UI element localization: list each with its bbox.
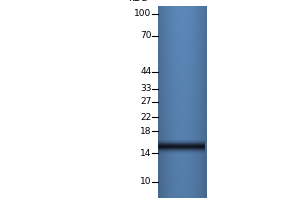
Bar (158, 87, 206, 91)
Text: kDa: kDa (128, 0, 147, 3)
Text: 22: 22 (140, 112, 152, 121)
Text: 14: 14 (140, 148, 152, 158)
Text: 27: 27 (140, 98, 152, 106)
Text: 100: 100 (134, 9, 152, 19)
Text: 44: 44 (140, 68, 152, 76)
Text: 70: 70 (140, 31, 152, 40)
Text: 10: 10 (140, 178, 152, 186)
Text: 33: 33 (140, 84, 152, 93)
Text: 18: 18 (140, 127, 152, 136)
